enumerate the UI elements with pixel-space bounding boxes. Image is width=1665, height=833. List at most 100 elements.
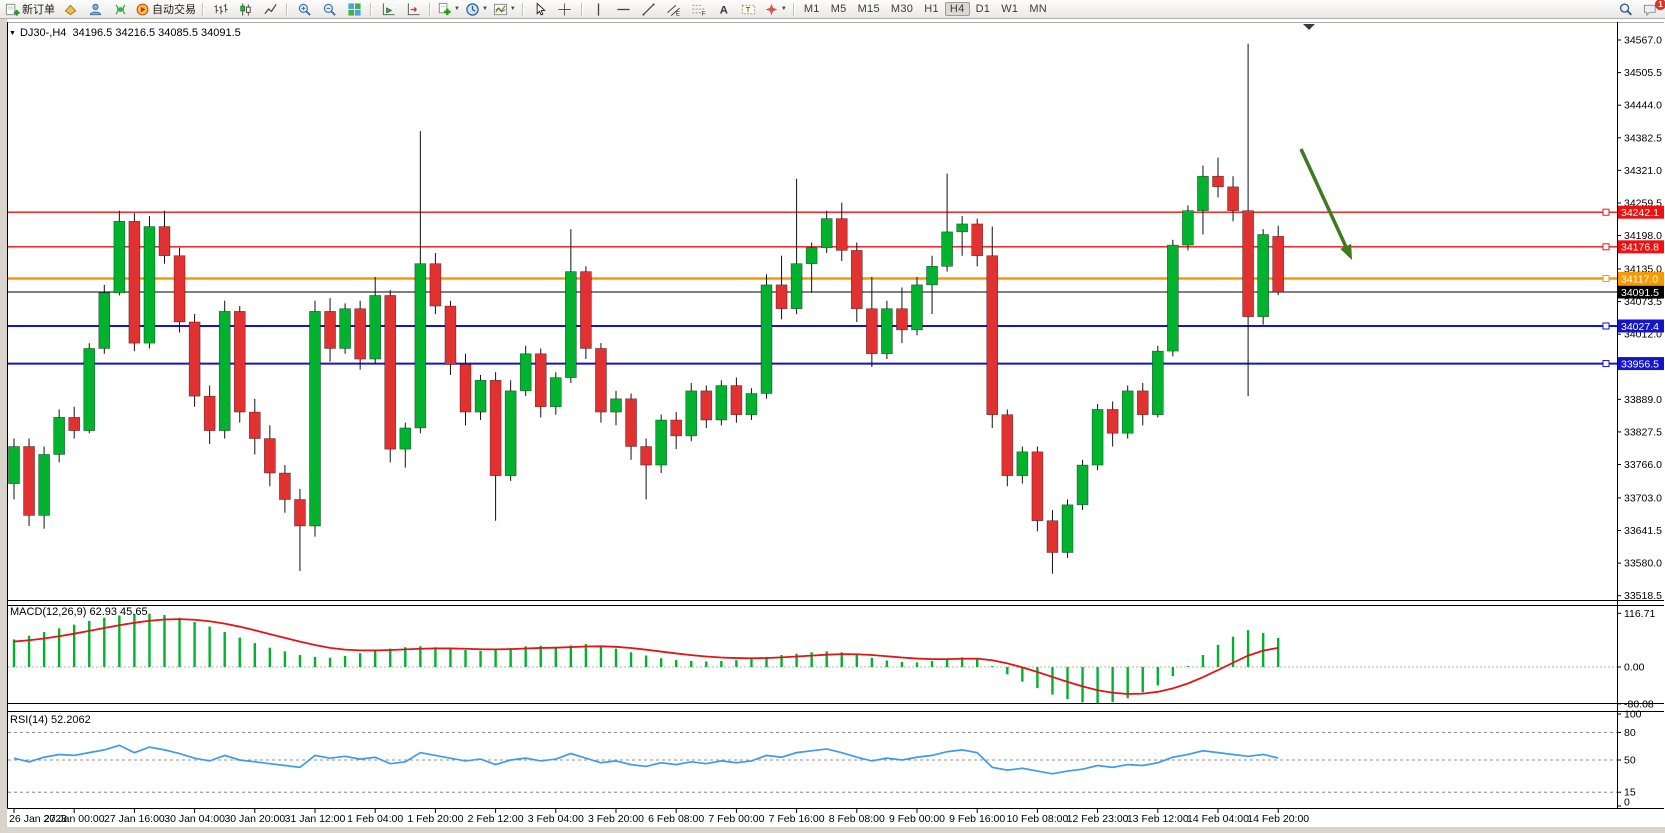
svg-text:80: 80 bbox=[1624, 727, 1636, 739]
svg-text:9 Feb 00:00: 9 Feb 00:00 bbox=[889, 813, 945, 825]
svg-text:0: 0 bbox=[1624, 797, 1630, 809]
window-left-edge bbox=[0, 19, 7, 833]
toolbar-separator bbox=[286, 2, 288, 16]
line-chart-button[interactable] bbox=[258, 1, 282, 18]
templates-button[interactable]: ▼ bbox=[491, 1, 518, 18]
svg-text:13 Feb 12:00: 13 Feb 12:00 bbox=[1127, 813, 1189, 825]
timeframe-m1-button[interactable]: M1 bbox=[803, 3, 820, 15]
timeframe-h4-button[interactable]: H4 bbox=[944, 2, 970, 16]
chart-shift-button[interactable] bbox=[401, 1, 425, 18]
market-watch-button[interactable] bbox=[58, 1, 82, 18]
auto-scroll-icon bbox=[382, 2, 395, 15]
svg-text:33827.5: 33827.5 bbox=[1624, 426, 1662, 438]
timeframe-m30-button[interactable]: M30 bbox=[890, 3, 914, 15]
zoom-in-button[interactable] bbox=[292, 1, 316, 18]
new-order-icon bbox=[5, 3, 20, 16]
svg-text:34505.5: 34505.5 bbox=[1624, 67, 1662, 79]
periods-button[interactable]: ▼ bbox=[463, 1, 490, 18]
arrows-button[interactable]: ▼ bbox=[762, 1, 789, 18]
notifications-button[interactable]: 1 bbox=[1638, 0, 1665, 18]
cursor-button[interactable] bbox=[528, 1, 552, 18]
svg-text:34567.0: 34567.0 bbox=[1624, 35, 1662, 47]
periods-icon bbox=[466, 2, 479, 16]
text-label-button[interactable]: T bbox=[737, 1, 761, 18]
crosshair-button[interactable] bbox=[553, 1, 577, 18]
autotrading-label: 自动交易 bbox=[152, 4, 196, 16]
ohlc-values-label: 34196.5 34216.5 34085.5 34091.5 bbox=[72, 27, 241, 39]
svg-text:12 Feb 23:00: 12 Feb 23:00 bbox=[1067, 813, 1129, 825]
search-button[interactable] bbox=[1613, 1, 1637, 18]
horizontal-line-button[interactable] bbox=[612, 1, 636, 18]
fibonacci-button[interactable]: F bbox=[687, 1, 711, 18]
timeframe-w1-button[interactable]: W1 bbox=[1001, 3, 1019, 15]
chart-shift-icon bbox=[407, 2, 420, 15]
zoom-out-button[interactable] bbox=[317, 1, 341, 18]
chart-menu-icon[interactable]: ▼ bbox=[9, 30, 16, 37]
symbol-period-label: DJ30-,H4 bbox=[19, 27, 67, 39]
text-button[interactable]: A bbox=[712, 1, 736, 18]
rsi-pane[interactable] bbox=[8, 732, 1617, 793]
text-a-icon: A bbox=[720, 4, 728, 16]
dropdown-caret-icon[interactable]: ▼ bbox=[509, 6, 516, 12]
svg-text:34198.0: 34198.0 bbox=[1624, 230, 1662, 242]
svg-text:33518.5: 33518.5 bbox=[1624, 590, 1662, 602]
timeframe-h1-button[interactable]: H1 bbox=[924, 3, 939, 15]
bar-chart-icon bbox=[213, 3, 228, 14]
svg-text:15: 15 bbox=[1624, 787, 1636, 799]
svg-text:14 Feb 20:00: 14 Feb 20:00 bbox=[1247, 813, 1309, 825]
arrows-icon bbox=[765, 3, 778, 15]
autotrading-button[interactable]: 自动交易 bbox=[133, 1, 198, 18]
signal-button[interactable] bbox=[108, 1, 132, 18]
svg-text:34382.5: 34382.5 bbox=[1624, 132, 1662, 144]
svg-text:116.71: 116.71 bbox=[1624, 608, 1655, 620]
macd-pane[interactable] bbox=[8, 613, 1617, 704]
candlestick-chart-button[interactable] bbox=[233, 1, 257, 18]
svg-text:F: F bbox=[702, 10, 706, 16]
timeframe-d1-button[interactable]: D1 bbox=[975, 3, 991, 15]
vertical-line-button[interactable] bbox=[587, 1, 611, 18]
svg-text:1 Feb 20:00: 1 Feb 20:00 bbox=[407, 813, 463, 825]
svg-text:3 Feb 04:00: 3 Feb 04:00 bbox=[528, 813, 584, 825]
dropdown-caret-icon[interactable]: ▼ bbox=[481, 6, 488, 12]
hline-icon bbox=[617, 8, 630, 10]
svg-text:27 Jan 16:00: 27 Jan 16:00 bbox=[104, 813, 165, 825]
navigator-button[interactable] bbox=[83, 1, 107, 18]
navigator-icon bbox=[89, 3, 101, 15]
dropdown-caret-icon[interactable]: ▼ bbox=[454, 6, 460, 12]
fibo-icon: F bbox=[692, 4, 706, 17]
bar-chart-button[interactable] bbox=[208, 1, 232, 18]
toolbar: 新订单 自动交易 ▼ ▼ ▼ E F A T ▼ M1 M5 M15 M30 H1 H4 D1 W1 MN 1 bbox=[0, 0, 1665, 19]
svg-text:E: E bbox=[676, 10, 680, 16]
chart-shift-marker[interactable] bbox=[1303, 24, 1315, 30]
trend-arrow-annotation[interactable] bbox=[1299, 148, 1352, 260]
chart-title-bar[interactable]: ▼ DJ30-,H4 34196.5 34216.5 34085.5 34091.… bbox=[9, 27, 241, 39]
new-order-button[interactable]: 新订单 bbox=[3, 1, 57, 18]
svg-text:26 Jan 2023: 26 Jan 2023 bbox=[9, 813, 67, 825]
equidistant-channel-button[interactable]: E bbox=[662, 1, 686, 18]
crosshair-icon bbox=[558, 2, 571, 16]
auto-scroll-button[interactable] bbox=[376, 1, 400, 18]
svg-text:7 Feb 00:00: 7 Feb 00:00 bbox=[708, 813, 764, 825]
price-axis[interactable]: 34567.034505.534444.034382.534321.034259… bbox=[1617, 35, 1664, 603]
svg-text:50: 50 bbox=[1624, 755, 1636, 767]
timeframe-mn-button[interactable]: MN bbox=[1029, 3, 1048, 15]
indicators-button[interactable]: ▼ bbox=[435, 1, 462, 18]
svg-text:34117.0: 34117.0 bbox=[1621, 273, 1658, 285]
tile-windows-button[interactable] bbox=[342, 1, 366, 18]
svg-text:31 Jan 12:00: 31 Jan 12:00 bbox=[285, 813, 346, 825]
window-bottom-edge bbox=[0, 827, 1665, 833]
toolbar-separator bbox=[202, 2, 204, 16]
svg-text:6 Feb 08:00: 6 Feb 08:00 bbox=[648, 813, 704, 825]
signal-icon bbox=[114, 4, 126, 14]
timeframe-m5-button[interactable]: M5 bbox=[830, 3, 847, 15]
svg-text:2 Feb 12:00: 2 Feb 12:00 bbox=[468, 813, 524, 825]
timeframe-m15-button[interactable]: M15 bbox=[857, 3, 880, 15]
dropdown-caret-icon[interactable]: ▼ bbox=[780, 6, 787, 12]
svg-text:34091.5: 34091.5 bbox=[1621, 287, 1659, 299]
trendline-button[interactable] bbox=[637, 1, 661, 18]
indicators-icon bbox=[438, 2, 451, 15]
toolbar-separator bbox=[792, 2, 795, 16]
